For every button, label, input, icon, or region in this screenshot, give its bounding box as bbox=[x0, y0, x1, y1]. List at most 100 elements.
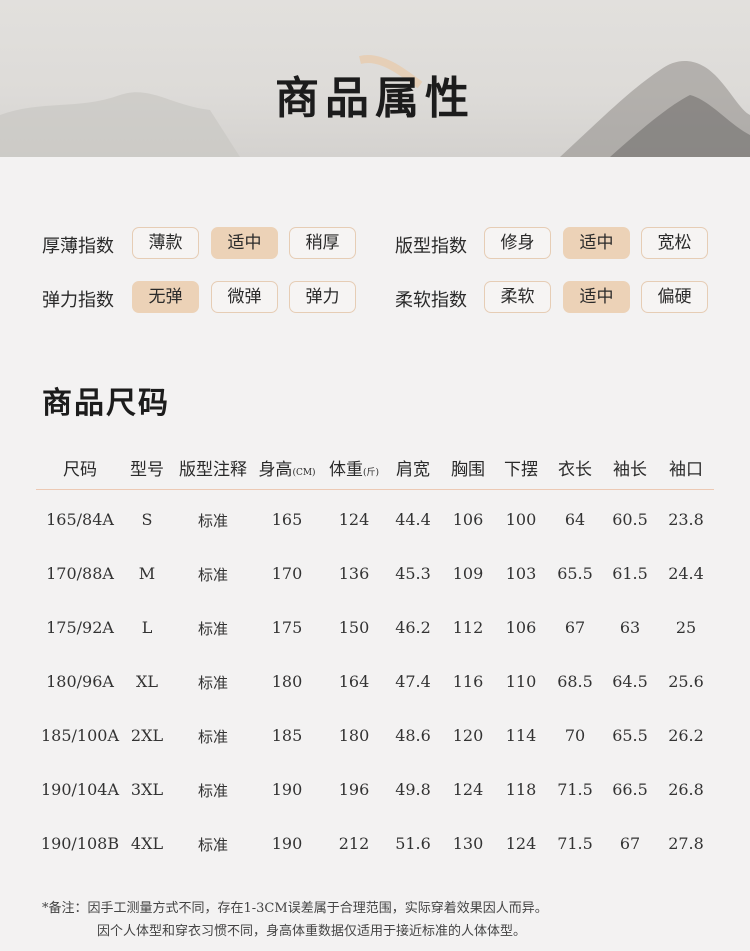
column-header: 尺码 bbox=[63, 455, 97, 480]
table-cell: 67 bbox=[564, 618, 586, 637]
table-cell: 标准 bbox=[197, 566, 229, 584]
column-header: 肩宽 bbox=[396, 455, 430, 480]
table-cell: 61.5 bbox=[612, 564, 648, 583]
attribute-option-chip: 适中 bbox=[563, 227, 630, 259]
table-cell: 106 bbox=[452, 510, 484, 529]
table-cell: 190/108B bbox=[40, 834, 120, 853]
column-header: 下摆 bbox=[504, 455, 538, 480]
table-cell: 165/84A bbox=[46, 510, 114, 529]
attribute-option-chip: 柔软 bbox=[484, 281, 551, 313]
table-cell: 47.4 bbox=[395, 672, 431, 691]
table-cell: 185/100A bbox=[40, 726, 120, 745]
table-cell: 标准 bbox=[197, 836, 229, 854]
landscape-painting bbox=[0, 55, 750, 157]
column-header: 袖口 bbox=[669, 455, 703, 480]
table-cell: 114 bbox=[505, 726, 537, 745]
table-cell: 标准 bbox=[197, 782, 229, 800]
table-cell: 175/92A bbox=[46, 618, 114, 637]
table-cell: 120 bbox=[452, 726, 484, 745]
table-cell: 170 bbox=[271, 564, 303, 583]
table-cell: 标准 bbox=[197, 512, 229, 530]
attribute-label: 厚薄指数 bbox=[42, 236, 114, 257]
table-cell: 175 bbox=[271, 618, 303, 637]
attribute-label: 柔软指数 bbox=[395, 290, 467, 311]
table-cell: 60.5 bbox=[612, 510, 648, 529]
table-cell: 180 bbox=[338, 726, 370, 745]
table-cell: 71.5 bbox=[557, 780, 593, 799]
attribute-option-chip: 稍厚 bbox=[289, 227, 356, 259]
table-cell: 67 bbox=[619, 834, 641, 853]
table-cell: 标准 bbox=[197, 674, 229, 692]
note-line-1: *备注：因手工测量方式不同，存在1-3CM误差属于合理范围，实际穿着效果因人而异… bbox=[42, 901, 548, 916]
table-cell: 180 bbox=[271, 672, 303, 691]
column-header: 身高(CM) bbox=[258, 455, 315, 480]
attribute-option-chip: 修身 bbox=[484, 227, 551, 259]
column-header-label: 衣长 bbox=[558, 460, 592, 480]
column-header-label: 胸围 bbox=[451, 460, 485, 480]
column-header-label: 版型注释 bbox=[179, 460, 247, 480]
table-cell: 124 bbox=[452, 780, 484, 799]
table-cell: 170/88A bbox=[46, 564, 114, 583]
size-section-title: 商品尺码 bbox=[42, 386, 170, 421]
attribute-option-chip: 宽松 bbox=[641, 227, 708, 259]
table-cell: 51.6 bbox=[395, 834, 431, 853]
table-cell: 106 bbox=[505, 618, 537, 637]
table-cell: 48.6 bbox=[395, 726, 431, 745]
table-cell: 112 bbox=[452, 618, 484, 637]
table-cell: 4XL bbox=[130, 834, 164, 853]
column-header: 版型注释 bbox=[179, 455, 247, 480]
attribute-label: 版型指数 bbox=[395, 236, 467, 257]
table-cell: 196 bbox=[338, 780, 370, 799]
table-cell: 136 bbox=[338, 564, 370, 583]
table-cell: 165 bbox=[271, 510, 303, 529]
attribute-option-chip: 弹力 bbox=[289, 281, 356, 313]
column-header: 胸围 bbox=[451, 455, 485, 480]
column-header: 袖长 bbox=[613, 455, 647, 480]
attribute-option-chip: 薄款 bbox=[132, 227, 199, 259]
attribute-option-chip: 适中 bbox=[563, 281, 630, 313]
table-cell: 164 bbox=[338, 672, 370, 691]
column-header-label: 身高 bbox=[258, 460, 293, 480]
table-cell: 109 bbox=[452, 564, 484, 583]
note-line-2: 因个人体型和穿衣习惯不同，身高体重数据仅适用于接近标准的人体体型。 bbox=[97, 924, 527, 939]
table-cell: 46.2 bbox=[395, 618, 431, 637]
table-cell: 150 bbox=[338, 618, 370, 637]
column-header-label: 体重 bbox=[328, 460, 363, 480]
table-cell: 25 bbox=[675, 618, 697, 637]
table-cell: XL bbox=[135, 672, 159, 691]
table-cell: 130 bbox=[452, 834, 484, 853]
column-header-label: 肩宽 bbox=[396, 460, 430, 480]
column-header: 型号 bbox=[130, 455, 164, 480]
header-banner: 商品属性 bbox=[0, 0, 750, 157]
column-header: 体重(斤) bbox=[329, 455, 379, 480]
table-cell: 100 bbox=[505, 510, 537, 529]
table-cell: 65.5 bbox=[612, 726, 648, 745]
column-unit: (斤) bbox=[362, 468, 380, 478]
table-cell: 64 bbox=[564, 510, 586, 529]
column-header: 衣长 bbox=[558, 455, 592, 480]
table-cell: 190/104A bbox=[40, 780, 120, 799]
table-cell: 110 bbox=[505, 672, 537, 691]
column-header-label: 尺码 bbox=[63, 460, 97, 480]
column-header-label: 下摆 bbox=[504, 460, 538, 480]
table-cell: 70 bbox=[564, 726, 586, 745]
table-cell: 63 bbox=[619, 618, 641, 637]
attribute-option-chip: 无弹 bbox=[132, 281, 199, 313]
column-header-label: 袖口 bbox=[669, 460, 703, 480]
table-cell: 标准 bbox=[197, 620, 229, 638]
table-cell: 64.5 bbox=[612, 672, 648, 691]
table-cell: 65.5 bbox=[557, 564, 593, 583]
table-cell: 45.3 bbox=[395, 564, 431, 583]
table-cell: 标准 bbox=[197, 728, 229, 746]
header-divider bbox=[36, 489, 714, 490]
table-cell: 190 bbox=[271, 834, 303, 853]
table-cell: 23.8 bbox=[668, 510, 704, 529]
table-cell: 44.4 bbox=[395, 510, 431, 529]
table-cell: 2XL bbox=[130, 726, 164, 745]
table-cell: 180/96A bbox=[46, 672, 114, 691]
page-title: 商品属性 bbox=[275, 73, 475, 124]
attribute-option-chip: 偏硬 bbox=[641, 281, 708, 313]
table-cell: 49.8 bbox=[395, 780, 431, 799]
attribute-label: 弹力指数 bbox=[42, 290, 114, 311]
table-cell: 103 bbox=[505, 564, 537, 583]
